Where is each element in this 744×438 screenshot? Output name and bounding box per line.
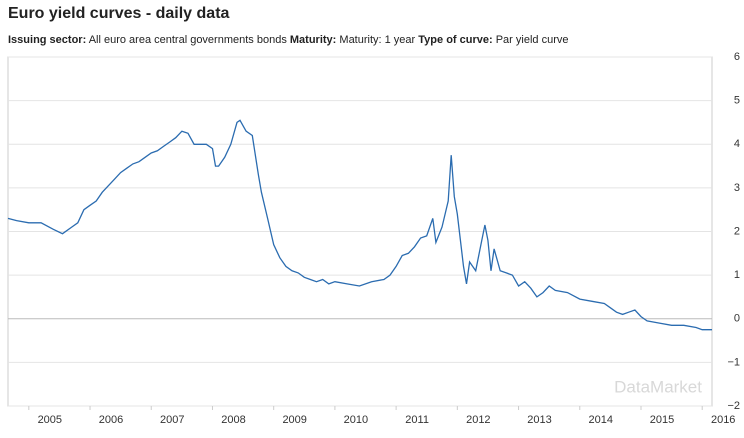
filter-label: Issuing sector: xyxy=(8,34,86,46)
x-tick-label: 2009 xyxy=(282,414,306,426)
filters: Issuing sector: All euro area central go… xyxy=(8,34,568,46)
y-tick-label: 4 xyxy=(734,138,740,150)
y-tick-label: 3 xyxy=(734,182,740,194)
chart-title: Euro yield curves - daily data xyxy=(8,5,230,22)
y-tick-label: 1 xyxy=(734,269,740,281)
x-tick-label: 2014 xyxy=(589,414,613,426)
x-tick-label: 2016 xyxy=(711,414,735,426)
x-tick-label: 2015 xyxy=(650,414,674,426)
filter-value: Maturity: 1 year xyxy=(339,34,415,46)
x-tick-label: 2010 xyxy=(344,414,368,426)
x-tick-label: 2005 xyxy=(38,414,62,426)
x-tick-label: 2008 xyxy=(221,414,245,426)
x-tick-label: 2012 xyxy=(466,414,490,426)
x-tick-label: 2006 xyxy=(99,414,123,426)
filter-label: Maturity: xyxy=(290,34,336,46)
filter-label: Type of curve: xyxy=(418,34,492,46)
filter-value: Par yield curve xyxy=(496,34,569,46)
y-tick-label: 5 xyxy=(734,95,740,107)
x-tick-label: 2007 xyxy=(160,414,184,426)
y-tick-label: −2 xyxy=(727,400,740,412)
x-tick-label: 2011 xyxy=(405,414,429,426)
series-line xyxy=(7,119,712,331)
y-tick-label: −1 xyxy=(727,356,740,368)
watermark: DataMarket xyxy=(614,377,702,396)
filter-value: All euro area central governments bonds xyxy=(89,34,288,46)
y-tick-label: 2 xyxy=(734,225,740,237)
y-tick-label: 6 xyxy=(734,51,740,63)
x-tick-label: 2013 xyxy=(527,414,551,426)
y-tick-label: 0 xyxy=(734,313,740,325)
